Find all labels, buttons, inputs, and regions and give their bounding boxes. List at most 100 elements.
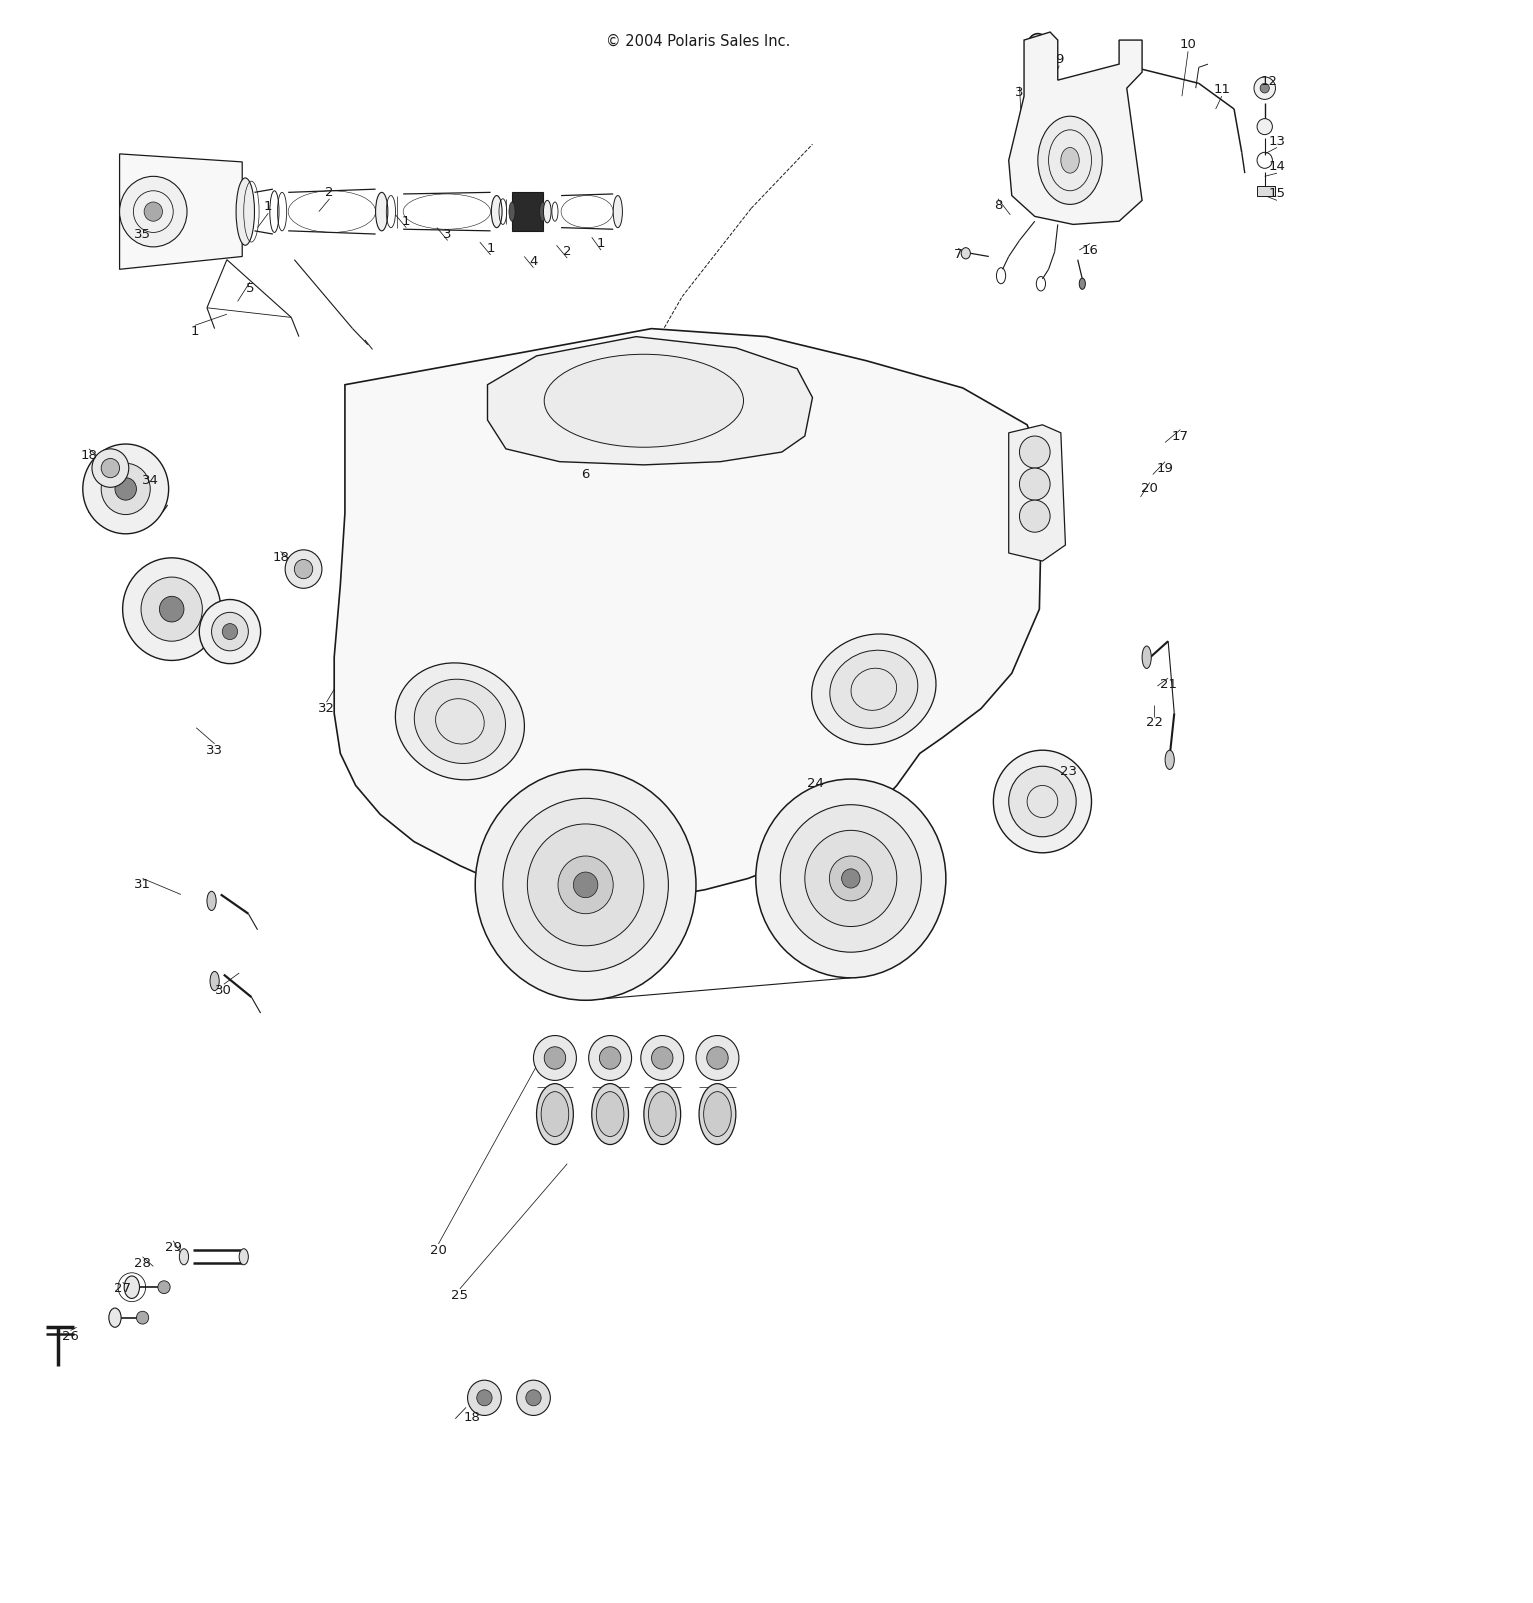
Text: 17: 17 [1171, 430, 1190, 442]
Circle shape [212, 612, 248, 651]
Circle shape [199, 600, 261, 664]
Circle shape [141, 577, 202, 641]
Circle shape [1019, 436, 1050, 468]
Text: 20: 20 [429, 1244, 448, 1257]
Circle shape [599, 1047, 621, 1069]
Text: 29: 29 [164, 1241, 182, 1254]
Circle shape [696, 1036, 739, 1080]
Ellipse shape [961, 248, 970, 260]
Text: 22: 22 [1145, 717, 1164, 729]
Circle shape [1260, 83, 1269, 93]
Ellipse shape [109, 1308, 121, 1327]
Circle shape [829, 856, 872, 901]
Circle shape [468, 1380, 501, 1415]
Circle shape [756, 779, 946, 978]
Circle shape [115, 478, 136, 500]
Ellipse shape [829, 651, 918, 728]
Ellipse shape [613, 196, 622, 228]
Ellipse shape [1061, 147, 1079, 173]
Circle shape [573, 872, 598, 898]
Circle shape [83, 444, 169, 534]
Text: © 2004 Polaris Sales Inc.: © 2004 Polaris Sales Inc. [606, 34, 789, 50]
Text: 34: 34 [141, 474, 159, 487]
Text: 18: 18 [463, 1411, 481, 1423]
Bar [512, 192, 543, 231]
Polygon shape [1009, 32, 1142, 224]
Text: 1: 1 [190, 325, 199, 338]
Text: 11: 11 [1213, 83, 1231, 96]
Circle shape [544, 1047, 566, 1069]
Ellipse shape [537, 1084, 573, 1145]
Text: 26: 26 [61, 1330, 80, 1343]
Circle shape [707, 1047, 728, 1069]
Text: 12: 12 [1260, 75, 1279, 88]
Circle shape [526, 1390, 541, 1406]
Ellipse shape [596, 1092, 624, 1137]
Ellipse shape [648, 1092, 676, 1137]
Text: 23: 23 [1059, 765, 1078, 777]
Ellipse shape [414, 680, 506, 763]
Text: 27: 27 [113, 1282, 132, 1295]
Text: 30: 30 [215, 984, 233, 997]
Circle shape [527, 824, 644, 946]
Circle shape [805, 830, 897, 927]
Text: 32: 32 [317, 702, 336, 715]
Text: 28: 28 [133, 1257, 152, 1270]
Ellipse shape [124, 1276, 140, 1298]
Ellipse shape [179, 1249, 189, 1265]
Text: 1: 1 [596, 237, 606, 250]
Ellipse shape [592, 1084, 629, 1145]
Text: 33: 33 [205, 744, 224, 757]
Text: 9: 9 [1055, 53, 1064, 66]
Circle shape [1009, 766, 1076, 837]
Circle shape [517, 1380, 550, 1415]
Circle shape [1019, 500, 1050, 532]
Ellipse shape [811, 633, 937, 745]
Text: 1: 1 [402, 215, 411, 228]
Text: 6: 6 [581, 468, 590, 481]
Circle shape [101, 463, 150, 515]
Ellipse shape [699, 1084, 736, 1145]
Ellipse shape [704, 1092, 731, 1137]
Ellipse shape [644, 1084, 681, 1145]
Text: 8: 8 [993, 199, 1003, 212]
Text: 16: 16 [1081, 244, 1099, 256]
Ellipse shape [544, 354, 744, 447]
Text: 3: 3 [1015, 87, 1024, 99]
Circle shape [475, 769, 696, 1000]
Text: 19: 19 [1156, 462, 1174, 474]
Text: 18: 18 [271, 551, 290, 564]
Text: 24: 24 [806, 777, 825, 790]
Text: 2: 2 [325, 186, 334, 199]
Circle shape [136, 1311, 149, 1324]
Circle shape [222, 624, 238, 640]
Circle shape [1257, 119, 1272, 135]
Circle shape [144, 202, 162, 221]
Ellipse shape [376, 192, 388, 231]
Circle shape [92, 449, 129, 487]
Circle shape [1019, 468, 1050, 500]
Circle shape [158, 1281, 170, 1294]
Ellipse shape [207, 891, 216, 911]
Circle shape [641, 1036, 684, 1080]
Text: 4: 4 [529, 255, 538, 268]
Circle shape [159, 596, 184, 622]
Text: 15: 15 [1268, 188, 1286, 200]
Ellipse shape [236, 178, 254, 245]
Polygon shape [120, 154, 242, 269]
Bar [1257, 186, 1275, 196]
Ellipse shape [396, 664, 524, 779]
Ellipse shape [544, 200, 552, 223]
Polygon shape [1009, 425, 1065, 561]
Text: 10: 10 [1179, 38, 1197, 51]
Text: 1: 1 [264, 200, 273, 213]
Ellipse shape [239, 1249, 248, 1265]
Text: 21: 21 [1159, 678, 1177, 691]
Circle shape [533, 1036, 576, 1080]
Ellipse shape [491, 196, 501, 228]
Polygon shape [334, 329, 1042, 901]
Ellipse shape [1079, 279, 1085, 290]
Ellipse shape [540, 202, 546, 221]
Ellipse shape [1142, 646, 1151, 668]
Text: 31: 31 [133, 878, 152, 891]
